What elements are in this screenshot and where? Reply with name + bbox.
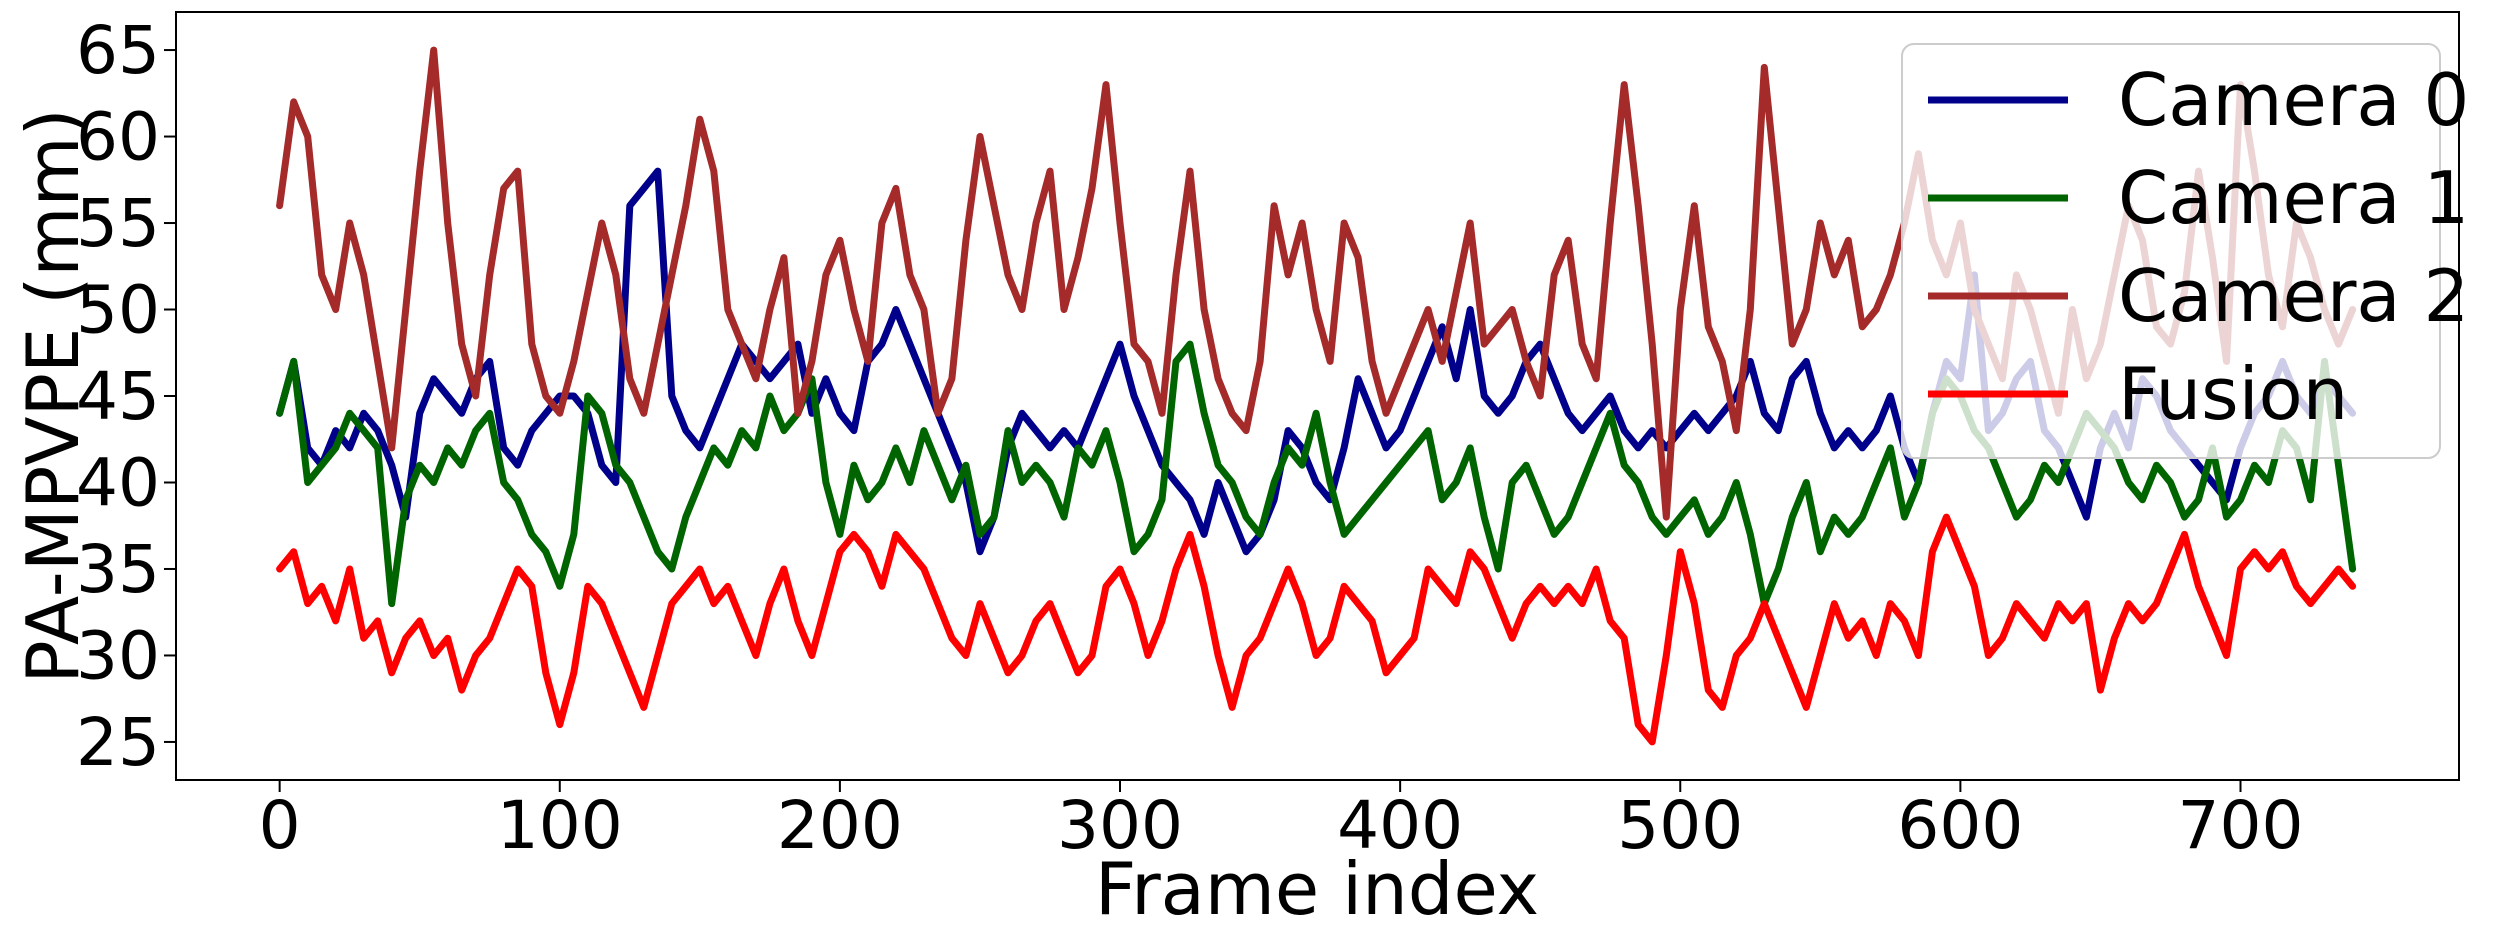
x-tick-label: 300: [1057, 787, 1183, 864]
x-tick-label: 500: [1617, 787, 1743, 864]
x-axis: 0 100 200 300 400 500 600 700: [259, 780, 2304, 864]
y-axis: 25 30 35 40 45 50 55 60 65: [76, 12, 176, 781]
y-tick-label: 50: [76, 272, 160, 349]
y-tick-label: 55: [76, 185, 160, 262]
y-tick-label: 60: [76, 99, 160, 176]
x-tick-label: 0: [259, 787, 301, 864]
y-tick-label: 45: [76, 358, 160, 435]
x-tick-label: 700: [2178, 787, 2304, 864]
legend-items: Camera 0 Camera 1 Camera 2 Fusion: [1928, 58, 2469, 436]
y-tick-label: 65: [76, 12, 160, 89]
y-axis-label: PA-MPVPE (mm): [11, 108, 95, 684]
series-line-2: [276, 340, 2357, 608]
y-tick-label: 35: [76, 531, 160, 608]
x-tick-label: 100: [497, 787, 623, 864]
x-axis-label: Frame index: [1095, 847, 1539, 931]
y-tick-label: 40: [76, 444, 160, 521]
y-tick-label: 25: [76, 704, 160, 781]
legend-label-4: Fusion: [2118, 352, 2348, 436]
legend-label-1: Camera 0: [2118, 58, 2469, 142]
x-tick-label: 600: [1897, 787, 2023, 864]
legend-label-3: Camera 2: [2118, 254, 2469, 338]
x-tick-label: 400: [1337, 787, 1463, 864]
series-line-4: [276, 513, 2357, 746]
legend-label-2: Camera 1: [2118, 156, 2469, 240]
x-tick-label: 200: [777, 787, 903, 864]
y-tick-label: 30: [76, 617, 160, 694]
legend-box: [1901, 43, 2441, 459]
legend: Camera 0 Camera 1 Camera 2 Fusion: [1901, 43, 2469, 459]
